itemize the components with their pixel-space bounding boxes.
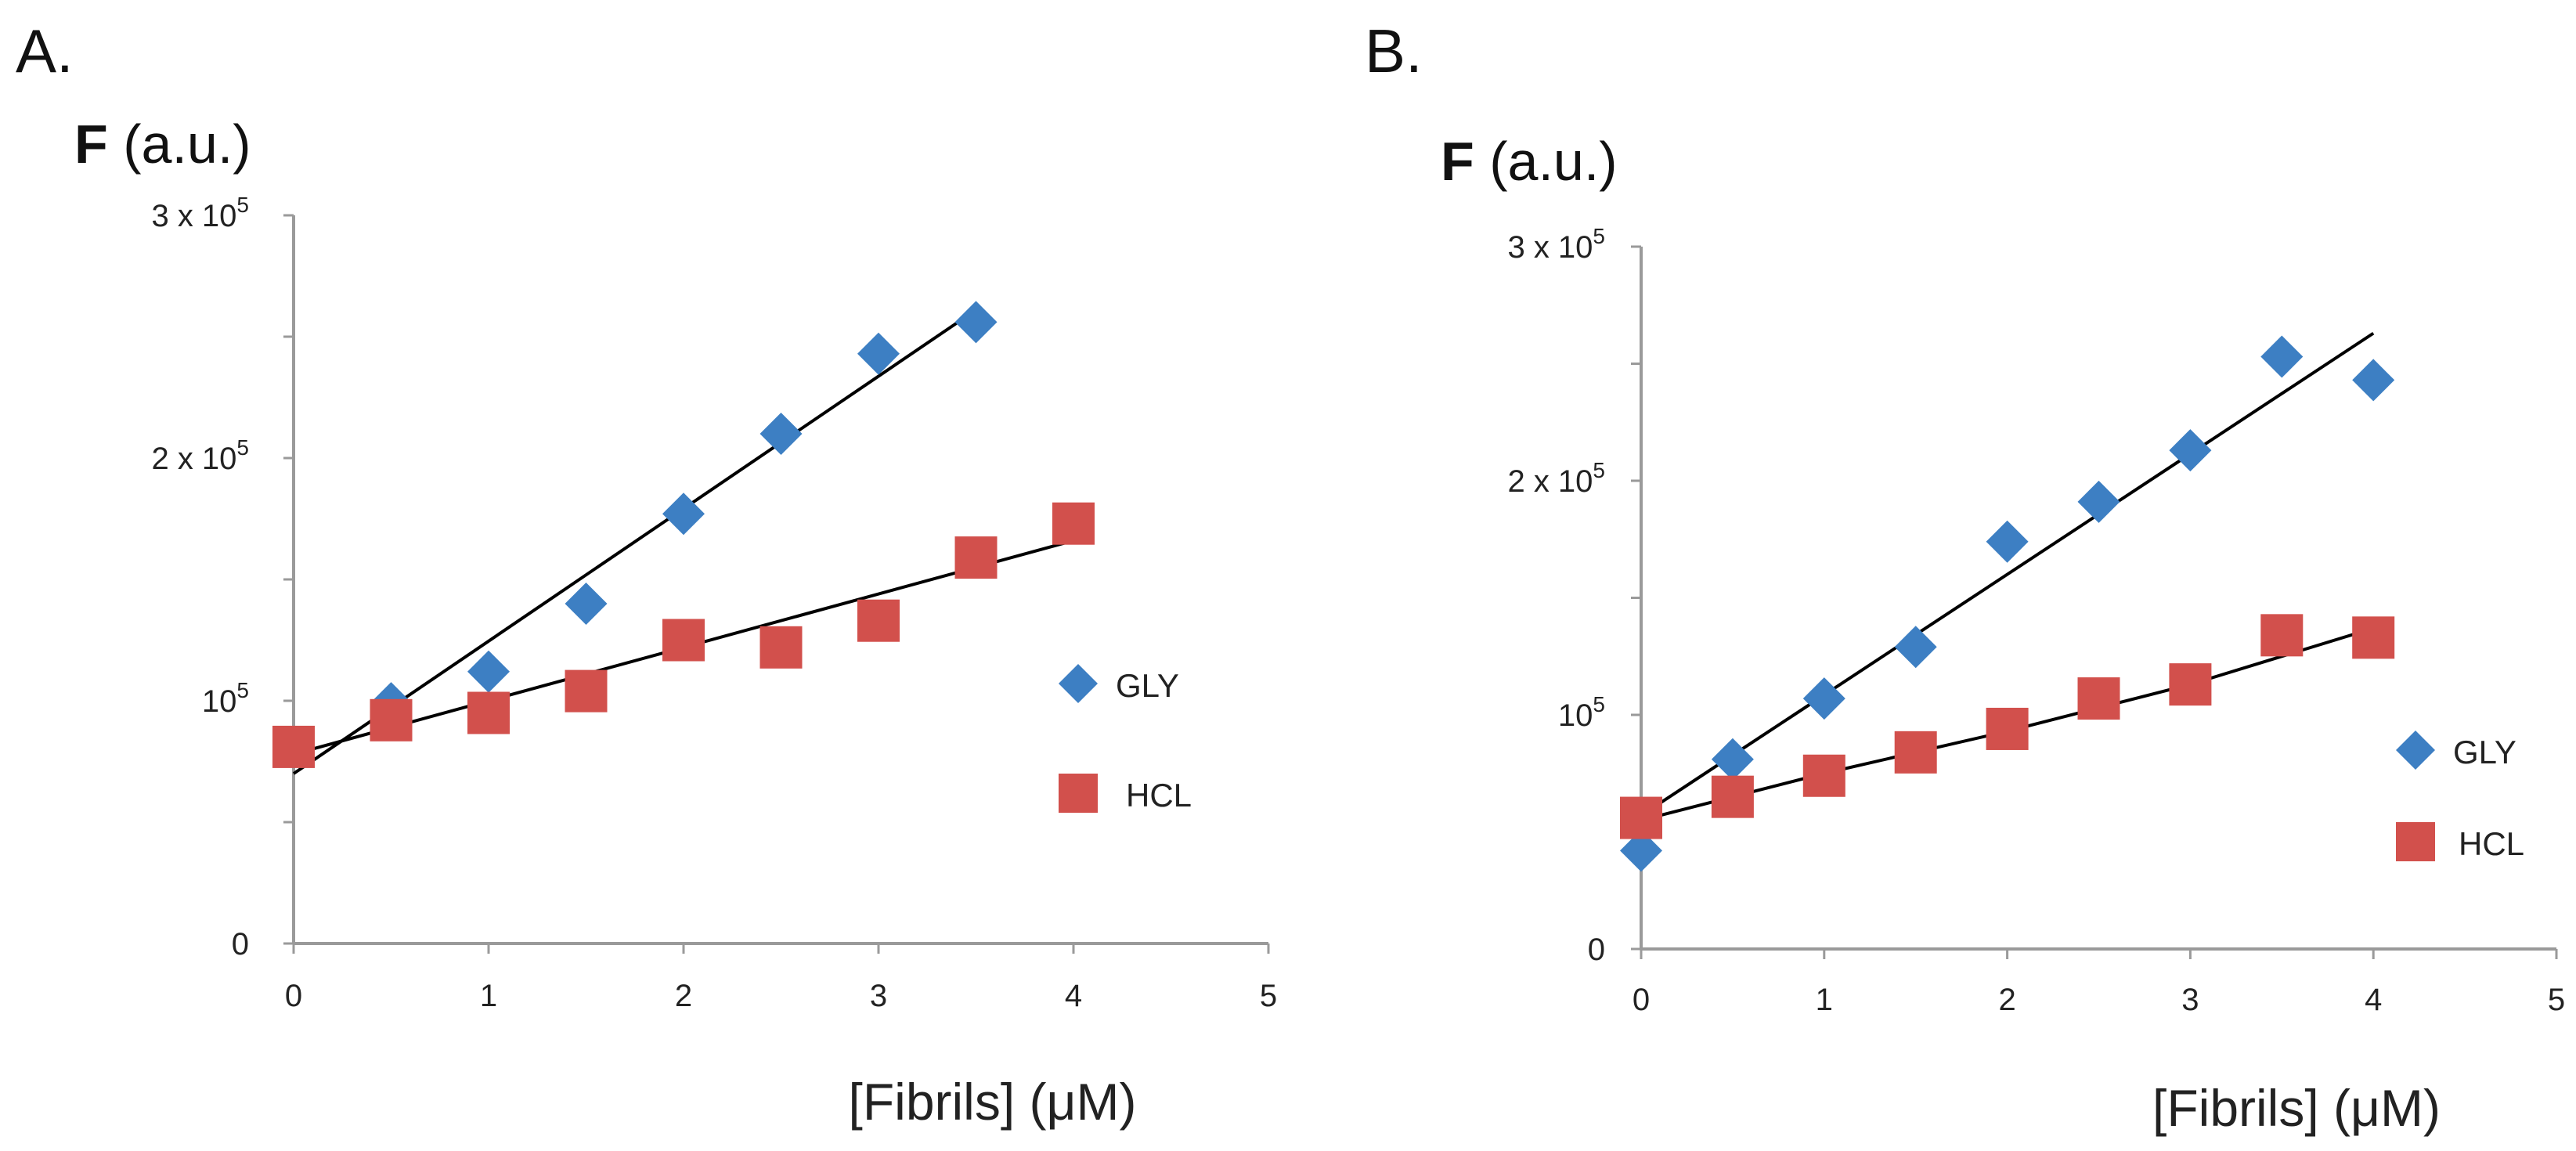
data-point-hcl [467,691,510,734]
data-point-hcl [1802,754,1845,797]
panel-label: A. [16,16,74,85]
y-tick-mantissa: 10 [202,684,237,719]
x-axis-label: [Fibrils] (μM) [2152,1079,2441,1137]
fit-line-gly [1640,331,2375,817]
x-tick-label: 2 [1998,983,2015,1017]
y-tick-mantissa: 2 x 10 [151,442,236,476]
y-tick-mantissa: 3 x 10 [1507,230,1593,265]
y-tick-exponent: 5 [236,193,249,217]
y-tick-mantissa: 0 [232,927,249,962]
data-point-hcl [370,698,413,741]
legend-marker-gly [1059,664,1098,703]
data-point-hcl [272,725,315,768]
data-point-gly [467,650,510,693]
y-tick-label: 3 x 105 [151,193,249,233]
y-tick-label: 2 x 105 [151,435,249,476]
y-tick-exponent: 5 [1593,458,1605,482]
y-tick-label: 3 x 105 [1507,224,1605,265]
x-tick-label: 3 [870,979,887,1013]
y-tick-exponent: 5 [236,678,249,702]
x-tick-label: 4 [2365,983,2382,1017]
data-point-gly [2352,359,2395,402]
data-point-gly [857,332,900,375]
y-tick-exponent: 5 [236,435,249,460]
data-point-hcl [565,669,608,713]
legend-label-hcl: HCL [1126,777,1192,814]
x-tick-label: 5 [1260,979,1277,1013]
data-point-gly [2077,480,2120,523]
data-point-gly [759,413,803,455]
y-axis-label-unit: (a.u.) [123,114,251,175]
data-point-hcl [2077,677,2120,720]
data-point-gly [1620,829,1662,872]
legend-marker-hcl [1059,774,1098,813]
x-tick-label: 2 [675,979,692,1013]
panel-label: B. [1365,16,1423,85]
legend-marker-gly [2396,731,2435,770]
data-point-gly [1986,520,2029,563]
y-tick-label: 0 [232,927,249,962]
data-point-hcl [2260,614,2304,657]
y-tick-mantissa: 0 [1588,933,1605,967]
x-axis-label: [Fibrils] (μM) [849,1073,1137,1131]
fit-line-gly [292,308,977,775]
y-axis-label-symbol: F [1441,131,1489,192]
y-tick-exponent: 5 [1593,224,1605,248]
y-tick-label: 2 x 105 [1507,458,1605,499]
x-tick-label: 0 [1633,983,1650,1017]
y-axis-label-unit: (a.u.) [1489,131,1617,192]
x-tick-label: 1 [1816,983,1833,1017]
data-point-gly [954,301,998,344]
y-tick-label: 105 [202,678,249,719]
x-tick-label: 4 [1065,979,1082,1013]
data-point-hcl [1986,707,2029,750]
y-tick-mantissa: 2 x 10 [1507,464,1593,499]
x-tick-label: 3 [2181,983,2199,1017]
data-point-gly [1711,738,1754,781]
chart-panel-a: A. F (a.u.) 3 x 105 2 x 105 105 0 0 1 2 3 4 5 [Fibri… [16,16,1277,1131]
data-point-hcl [759,626,803,669]
data-point-hcl [2169,663,2212,706]
data-point-hcl [857,599,900,642]
y-axis-label-symbol: F [74,114,123,175]
chart-panel-b: B. F (a.u.) 3 x 105 2 x 105 105 0 0 1 2 3 4 5 [Fibri… [1288,0,2576,1151]
data-point-hcl [662,619,705,662]
y-axis-label: F (a.u.) [1441,131,1618,192]
data-point-hcl [954,536,998,579]
data-point-gly [2260,335,2304,378]
data-point-hcl [1894,731,1937,774]
data-point-gly [1894,626,1937,669]
x-tick-label: 0 [285,979,302,1013]
x-tick-label: 5 [2548,983,2565,1017]
data-point-gly [1802,677,1845,720]
legend-label-gly: GLY [2453,734,2516,770]
legend-label-gly: GLY [1116,667,1179,704]
data-point-hcl [1620,796,1662,839]
x-tick-label: 1 [480,979,497,1013]
data-point-hcl [1052,502,1095,545]
y-axis-label: F (a.u.) [74,114,251,175]
data-point-gly [2169,429,2212,472]
legend-marker-hcl [2396,822,2435,861]
y-tick-mantissa: 10 [1558,698,1593,733]
legend-label-hcl: HCL [2459,825,2524,862]
data-point-hcl [2352,616,2395,659]
data-point-gly [565,583,608,625]
y-tick-label: 105 [1558,692,1605,733]
data-point-gly [662,493,705,536]
data-point-hcl [1711,775,1754,818]
y-tick-label: 0 [1588,933,1605,967]
y-tick-mantissa: 3 x 10 [151,199,236,233]
y-tick-exponent: 5 [1593,692,1605,716]
